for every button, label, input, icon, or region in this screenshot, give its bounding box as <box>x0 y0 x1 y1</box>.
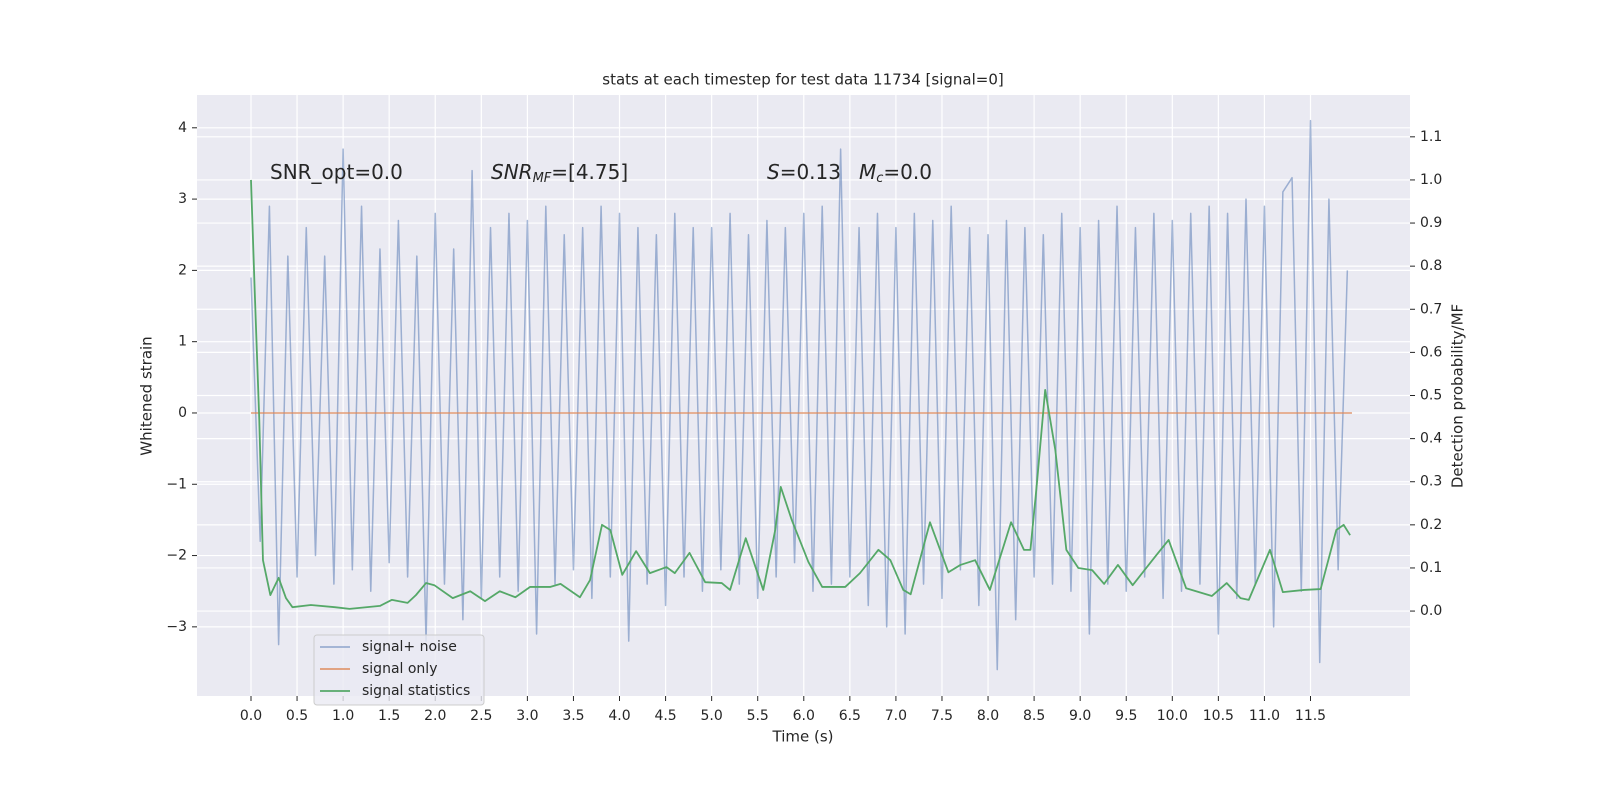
x-tick-label: 6.5 <box>839 708 861 724</box>
y2-tick-label: 0.6 <box>1420 344 1442 360</box>
annotation-part: SNR <box>491 160 533 184</box>
y2-tick-label: 0.2 <box>1420 517 1442 533</box>
annotation: Mc=0.0 <box>859 160 932 186</box>
y-tick-label: 0 <box>178 405 187 421</box>
legend-label: signal+ noise <box>362 639 457 655</box>
annotation-part: M <box>859 160 876 184</box>
x-tick-label: 10.5 <box>1203 708 1234 724</box>
annotation-part: =0.0 <box>883 160 932 184</box>
x-tick-label: 2.0 <box>424 708 446 724</box>
y-tick-label: −1 <box>166 476 187 492</box>
y-tick-label: 4 <box>178 120 187 136</box>
x-axis-label: Time (s) <box>772 728 834 746</box>
annotation-part: =0.13 <box>780 160 841 184</box>
x-tick-label: 0.5 <box>286 708 308 724</box>
x-tick-label: 3.5 <box>562 708 584 724</box>
x-tick-label: 2.5 <box>470 708 492 724</box>
y2-axis-label: Detection probability/MF <box>1449 304 1467 488</box>
y-tick-label: 1 <box>178 334 187 350</box>
annotation-part: c <box>876 171 883 186</box>
annotation: SNR_opt=0.0 <box>270 160 403 184</box>
x-tick-label: 9.5 <box>1115 708 1137 724</box>
annotation-part: MF <box>533 171 552 186</box>
chart-title: stats at each timestep for test data 117… <box>602 71 1003 89</box>
y-tick-label: 2 <box>178 262 187 278</box>
x-tick-label: 11.0 <box>1249 708 1280 724</box>
annotation-part: SNR_opt=0.0 <box>270 160 403 184</box>
x-tick-label: 7.5 <box>931 708 953 724</box>
y-axis-label: Whitened strain <box>138 336 156 455</box>
x-tick-label: 4.5 <box>654 708 676 724</box>
y-tick-label: 3 <box>178 191 187 207</box>
y2-tick-label: 0.4 <box>1420 431 1442 447</box>
y2-tick-label: 0.9 <box>1420 215 1442 231</box>
y2-tick-label: 1.0 <box>1420 172 1442 188</box>
x-tick-label: 10.0 <box>1157 708 1188 724</box>
y2-tick-label: 0.1 <box>1420 560 1442 576</box>
series-line <box>250 119 1349 671</box>
legend-box <box>313 634 485 706</box>
series-line <box>250 179 1351 610</box>
annotation-part: =[4.75] <box>551 160 628 184</box>
x-tick-label: 0.0 <box>240 708 262 724</box>
x-tick-label: 4.0 <box>608 708 630 724</box>
annotation-part: S <box>767 160 780 184</box>
x-tick-label: 1.5 <box>378 708 400 724</box>
x-tick-label: 9.0 <box>1069 708 1091 724</box>
y2-tick-label: 0.7 <box>1420 301 1442 317</box>
x-tick-label: 6.0 <box>793 708 815 724</box>
x-tick-label: 8.0 <box>977 708 999 724</box>
y2-tick-label: 1.1 <box>1420 129 1442 145</box>
y2-tick-label: 0.8 <box>1420 258 1442 274</box>
x-tick-label: 7.0 <box>885 708 907 724</box>
x-tick-label: 8.5 <box>1023 708 1045 724</box>
legend-label: signal only <box>362 661 437 677</box>
y-tick-label: −3 <box>166 619 187 635</box>
legend-label: signal statistics <box>362 683 470 699</box>
x-tick-label: 3.0 <box>516 708 538 724</box>
y2-tick-label: 0.5 <box>1420 388 1442 404</box>
x-tick-label: 1.0 <box>332 708 354 724</box>
x-tick-label: 11.5 <box>1295 708 1326 724</box>
y2-tick-label: 0.0 <box>1420 603 1442 619</box>
annotation: SNRMF=[4.75] <box>491 160 628 186</box>
y-tick-label: −2 <box>166 548 187 564</box>
y2-tick-label: 0.3 <box>1420 474 1442 490</box>
x-tick-label: 5.0 <box>701 708 723 724</box>
x-tick-label: 5.5 <box>747 708 769 724</box>
annotation: S=0.13 <box>767 160 841 184</box>
